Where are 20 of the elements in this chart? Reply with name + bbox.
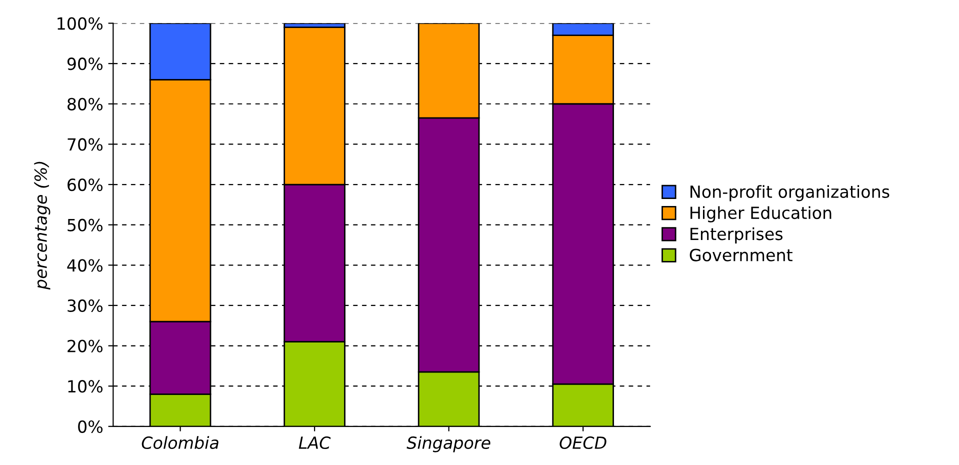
- legend-label: Non-profit organizations: [690, 185, 890, 202]
- legend-label: Enterprises: [690, 227, 783, 244]
- x-tick-label: Colombia: [142, 436, 218, 450]
- y-axis-title: percentage (%): [34, 162, 50, 290]
- legend-label: Government: [690, 248, 792, 262]
- y-tick-label: 50%: [68, 218, 103, 232]
- y-tick-label: 10%: [68, 380, 103, 393]
- y-tick-label: 80%: [68, 98, 103, 110]
- y-tick-label: 20%: [68, 340, 103, 352]
- y-tick-label: 0%: [78, 420, 103, 433]
- x-tick-label: Singapore: [406, 436, 490, 452]
- y-tick-label: 100%: [58, 17, 103, 30]
- legend-label: Higher Education: [690, 206, 832, 222]
- x-tick-label: OECD: [560, 436, 606, 450]
- y-tick-label: 70%: [68, 138, 103, 151]
- x-tick-label: LAC: [298, 436, 331, 450]
- y-tick-label: 60%: [68, 178, 103, 192]
- y-tick-label: 90%: [67, 58, 103, 70]
- y-tick-label: 40%: [67, 259, 103, 272]
- y-tick-label: 30%: [68, 299, 103, 312]
